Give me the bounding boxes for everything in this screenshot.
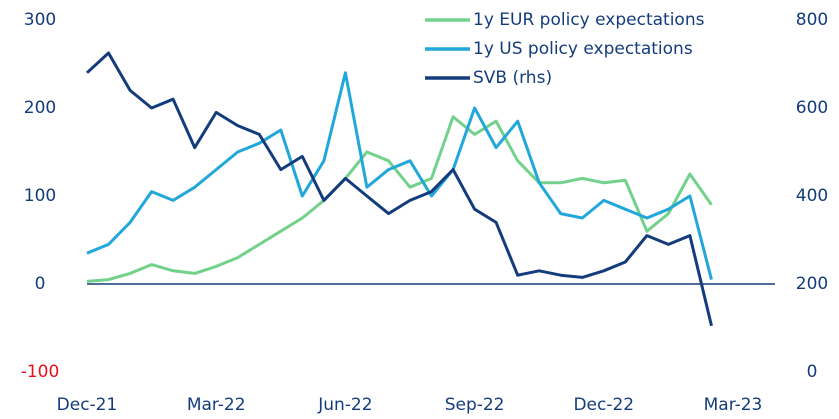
series-line <box>85 51 713 327</box>
legend-label: 1y EUR policy expectations <box>473 10 705 30</box>
series-line <box>86 71 713 280</box>
x-tick-label: Dec-21 <box>57 395 118 415</box>
y-tick-label: 300 <box>24 10 56 30</box>
x-tick-label: Mar-23 <box>704 395 763 415</box>
y2-tick-label: 800 <box>796 10 828 30</box>
x-tick-label: Dec-22 <box>573 395 634 415</box>
y2-tick-label: 600 <box>796 98 828 118</box>
y2-tick-label: 0 <box>807 362 818 382</box>
y-tick-label: -100 <box>21 362 60 382</box>
x-tick-label: Jun-22 <box>317 395 372 415</box>
x-tick-label: Sep-22 <box>445 395 505 415</box>
y2-tick-label: 400 <box>796 186 828 206</box>
x-tick-label: Mar-22 <box>187 395 246 415</box>
series-line <box>86 115 713 283</box>
y-tick-label: 0 <box>35 274 46 294</box>
y2-tick-label: 200 <box>796 274 828 294</box>
y-tick-label: 200 <box>24 98 56 118</box>
legend-label: 1y US policy expectations <box>473 39 693 59</box>
y-tick-label: 100 <box>24 186 56 206</box>
legend-label: SVB (rhs) <box>473 68 552 88</box>
